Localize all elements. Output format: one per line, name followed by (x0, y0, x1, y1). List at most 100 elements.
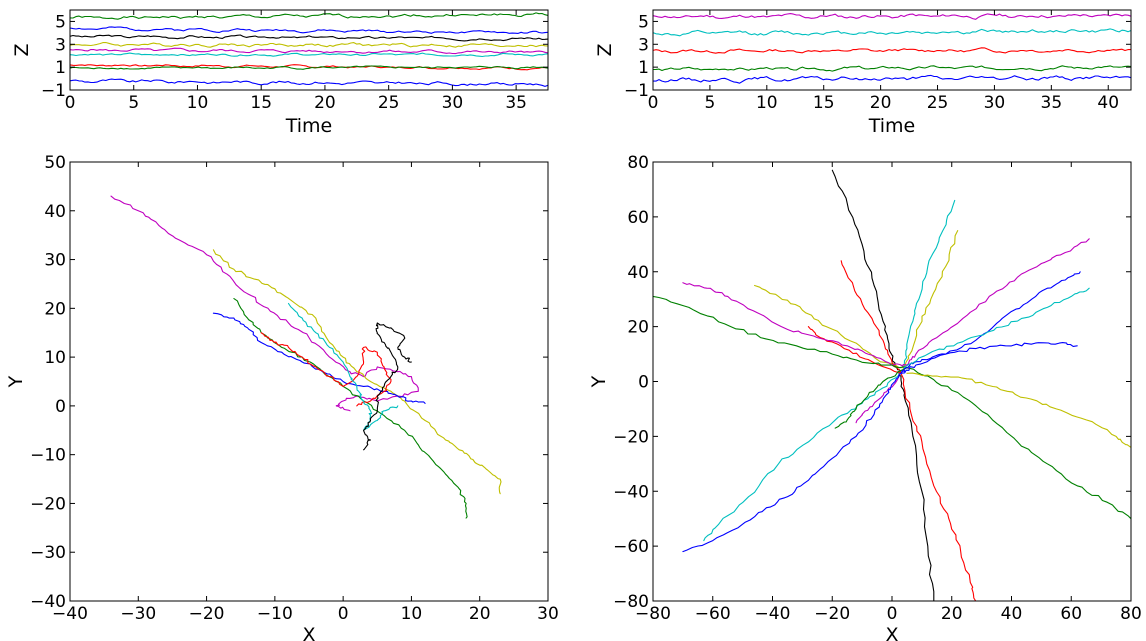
y-tick-label: 60 (627, 208, 649, 228)
series-line-red (70, 64, 548, 71)
y-tick-label: −20 (30, 494, 66, 514)
series-line-green (834, 367, 908, 429)
x-tick-label: −10 (257, 604, 293, 624)
plot-frame (69, 9, 549, 91)
series-group (653, 13, 1131, 84)
x-tick-label: 10 (756, 93, 778, 113)
y-tick-label: −1 (41, 81, 66, 101)
y-axis-label: Y (588, 375, 610, 388)
series-line-black (831, 169, 935, 601)
x-tick-label: 15 (250, 93, 272, 113)
y-tick-label: −20 (613, 427, 649, 447)
x-axis-label: X (885, 624, 898, 641)
x-tick-label: 20 (941, 604, 963, 624)
x-tick-label: 0 (338, 604, 349, 624)
series-line-blue (653, 74, 1131, 84)
panel-bottom-right: −80 −60 −40 −20 0 20 40 60 80 −80 −60 −40 −20 0 20 40 60… (588, 153, 1142, 641)
x-tick-label: 30 (984, 93, 1006, 113)
series-line-cyan (70, 52, 548, 58)
series-line-blue (900, 271, 1081, 374)
y-tick-label: 0 (638, 373, 649, 393)
plot-frame (652, 9, 1132, 91)
y-tick-label: 40 (44, 202, 66, 222)
x-tick-label: 10 (187, 93, 209, 113)
x-tick-label: 40 (1001, 604, 1023, 624)
x-tick-label: −40 (755, 604, 791, 624)
series-line-green (70, 12, 548, 20)
series-line-black (70, 34, 548, 42)
series-line-magenta (70, 47, 548, 55)
series-line-yellow (906, 372, 1131, 448)
y-tick-label: 10 (44, 348, 66, 368)
series-line-blue (212, 312, 426, 404)
x-tick-label: 20 (469, 604, 491, 624)
series-line-yellow (212, 249, 502, 495)
series-line-magenta (682, 238, 1090, 367)
series-line-red (807, 260, 902, 374)
series-line-red (260, 332, 392, 407)
x-tick-label: 0 (887, 604, 898, 624)
x-tick-label: 25 (378, 93, 400, 113)
x-tick-label: 10 (401, 604, 423, 624)
plot-frame (652, 161, 1132, 602)
x-tick-label: 35 (1041, 93, 1063, 113)
series-line-magenta (110, 195, 419, 412)
y-tick-label: 40 (627, 263, 649, 283)
x-tick-label: −30 (120, 604, 156, 624)
series-line-green (233, 298, 468, 519)
series-line-black (363, 322, 412, 451)
y-tick-label: 5 (638, 12, 649, 32)
y-tick-label: −80 (613, 592, 649, 612)
x-tick-label: 35 (505, 93, 527, 113)
x-tick-label: 80 (1120, 604, 1142, 624)
y-tick-label: 0 (55, 397, 66, 417)
series-line-magenta (653, 13, 1131, 20)
series-line-yellow (70, 41, 548, 48)
y-axis-label: Z (594, 43, 616, 56)
x-tick-label: −40 (52, 604, 88, 624)
series-group (110, 195, 502, 519)
y-tick-label: 80 (627, 153, 649, 173)
series-line-blue (682, 342, 1078, 553)
y-axis-label: Z (11, 43, 33, 56)
series-group (653, 169, 1131, 601)
series-line-blue (70, 26, 548, 34)
x-tick-label: 0 (648, 93, 659, 113)
y-tick-label: −30 (30, 543, 66, 563)
series-group (70, 12, 548, 87)
series-line-magenta (855, 364, 908, 424)
series-line-green (70, 65, 548, 70)
series-line-cyan (703, 199, 956, 542)
x-tick-label: −60 (695, 604, 731, 624)
x-tick-label: 5 (128, 93, 139, 113)
series-line-cyan (903, 287, 1090, 369)
series-line-red (653, 47, 1131, 54)
panel-bottom-left: −40 −30 −20 −10 0 10 20 30 −40 −30 −20 −10 0 10 20 30 40… (5, 153, 559, 641)
plot-frame (69, 161, 549, 602)
x-axis-label: Time (285, 115, 333, 137)
y-tick-label: 50 (44, 153, 66, 173)
x-tick-label: −80 (635, 604, 671, 624)
x-axis-label: X (302, 624, 315, 641)
y-tick-label: −40 (30, 592, 66, 612)
y-tick-label: 1 (638, 58, 649, 78)
y-tick-label: −1 (624, 81, 649, 101)
x-tick-label: 40 (1097, 93, 1119, 113)
y-tick-label: 20 (44, 299, 66, 319)
x-tick-label: 0 (65, 93, 76, 113)
x-tick-label: −20 (189, 604, 225, 624)
series-line-yellow (754, 230, 959, 369)
y-tick-label: 20 (627, 318, 649, 338)
series-line-red (900, 372, 977, 601)
x-tick-label: 15 (813, 93, 835, 113)
y-tick-label: 5 (55, 12, 66, 32)
y-tick-label: 30 (44, 251, 66, 271)
y-tick-label: 1 (55, 58, 66, 78)
series-line-cyan (287, 302, 399, 431)
x-tick-label: −20 (814, 604, 850, 624)
series-line-green (653, 65, 1131, 72)
y-axis-label: Y (5, 375, 27, 388)
x-tick-label: 25 (927, 93, 949, 113)
x-tick-label: 20 (314, 93, 336, 113)
